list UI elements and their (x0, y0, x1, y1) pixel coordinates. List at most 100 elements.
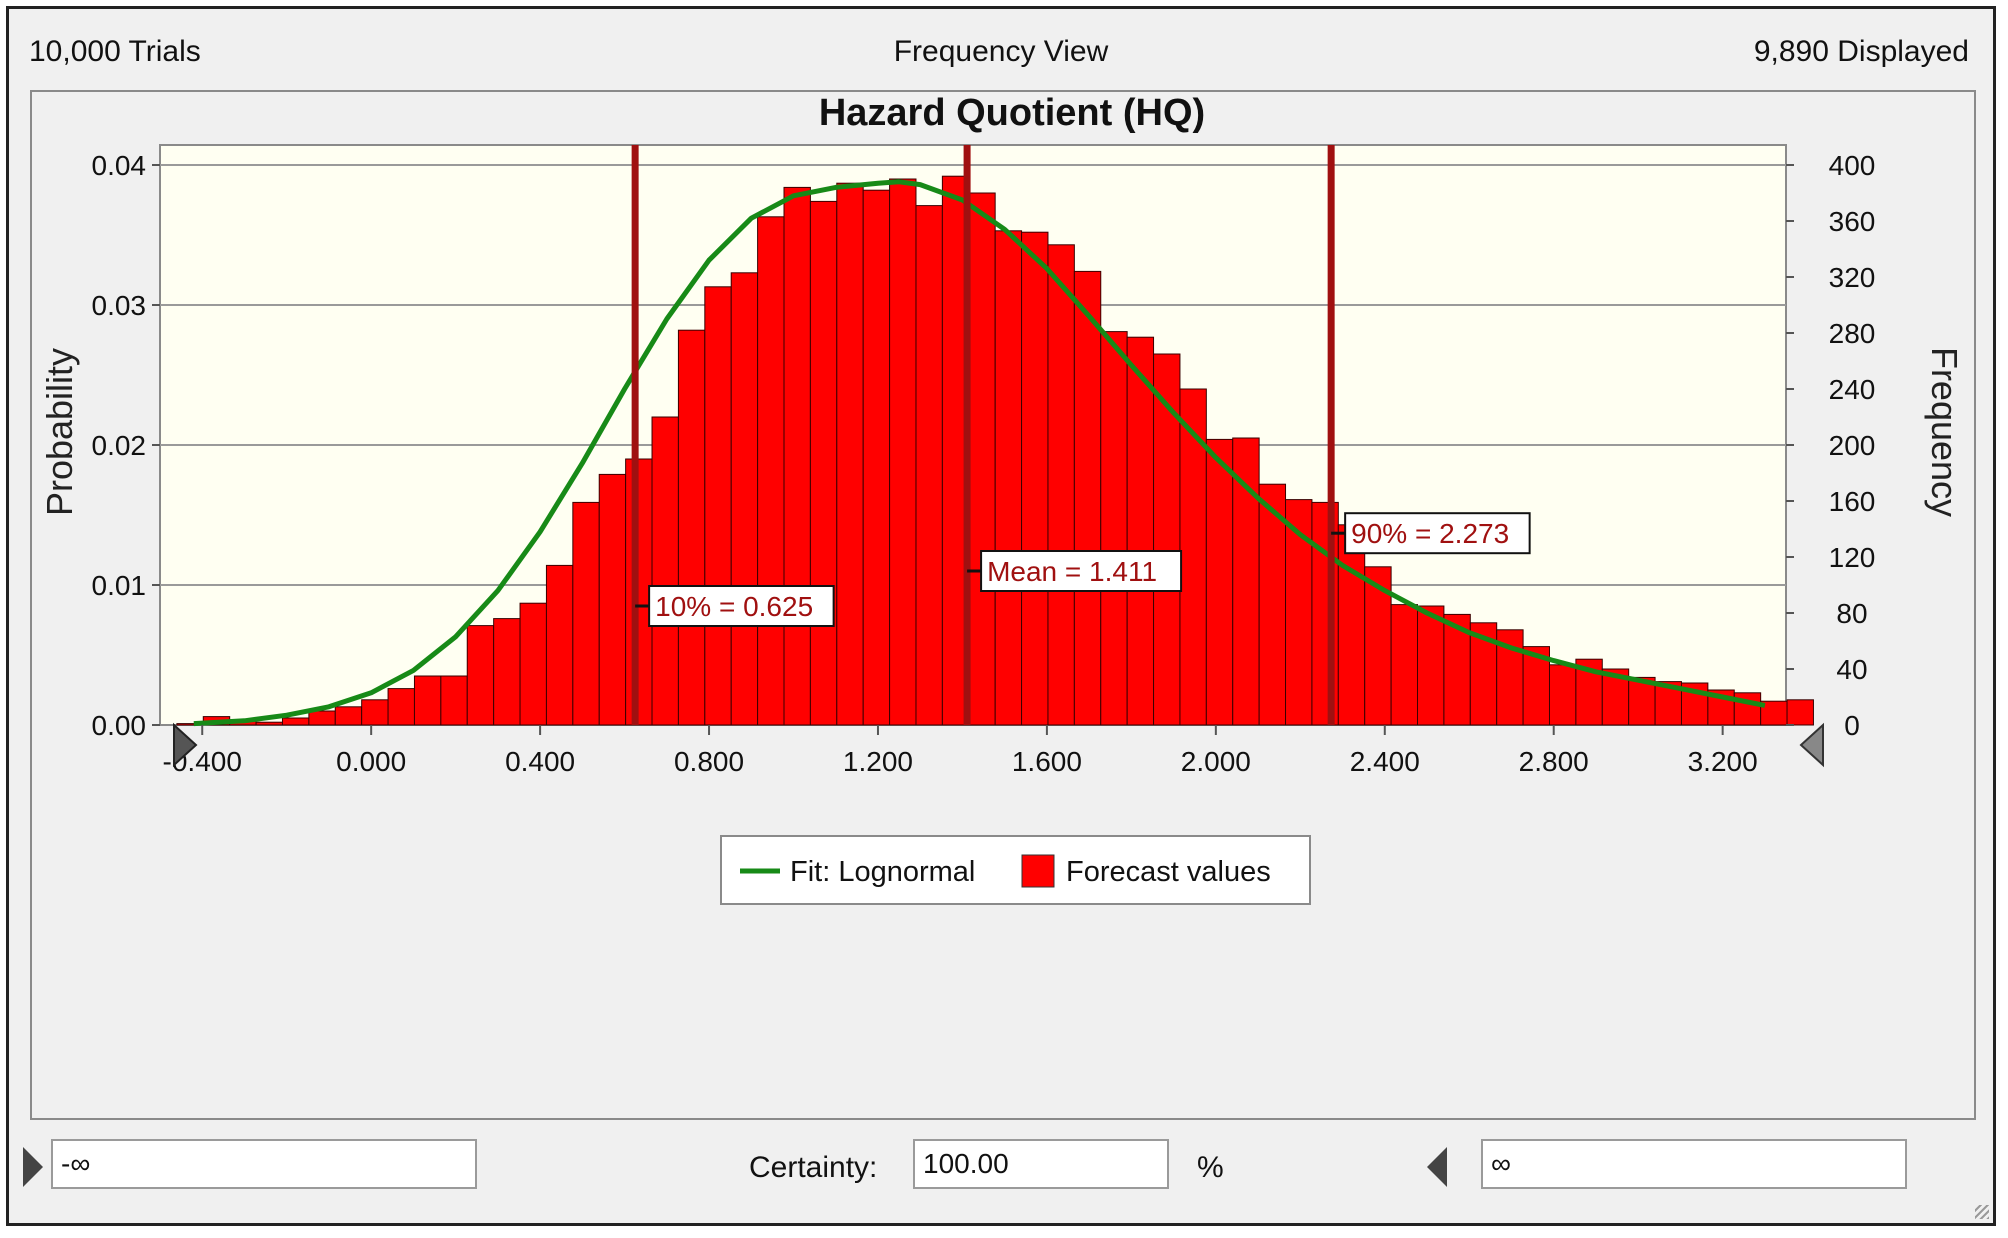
histogram-bar (1786, 699, 1814, 726)
histogram-bar (413, 675, 442, 726)
x-tick-label: 2.000 (1181, 746, 1251, 777)
histogram-bar (809, 200, 838, 726)
histogram-bar (677, 329, 706, 726)
y2-tick-label: 400 (1829, 150, 1876, 181)
x-tick-label: 1.600 (1012, 746, 1082, 777)
histogram-bar (572, 501, 600, 726)
axes: 0.00 0.01 0.02 0.03 0.04 0 40 80 120 160 200 240 280… (92, 150, 1876, 777)
histogram-bar (255, 721, 283, 726)
histogram-bar (493, 618, 521, 726)
view-title: Frequency View (893, 35, 1109, 68)
chart-title: Hazard Quotient (HQ) (819, 92, 1205, 134)
histogram-bar (1179, 388, 1207, 726)
marker-label-box (648, 585, 835, 627)
frequency-view-window: 10,000 Trials Frequency View 9,890 Displ… (6, 6, 1996, 1226)
histogram-bar (915, 205, 943, 726)
y2-tick-label: 360 (1829, 206, 1876, 237)
y2-tick-label: 240 (1829, 374, 1876, 405)
marker-label: 90% = 2.273 (1351, 518, 1509, 549)
histogram-bar (334, 706, 363, 726)
y2-tick-label: 200 (1829, 430, 1876, 461)
histogram-bar (625, 458, 653, 726)
displayed-count: 9,890 Displayed (1753, 35, 1969, 68)
upper-bound-input[interactable] (1481, 1139, 1907, 1189)
histogram-bar (1417, 605, 1445, 726)
marker-label-box (1344, 512, 1531, 555)
y-tick-label: 0.04 (92, 150, 147, 181)
x-tick-label: 3.200 (1688, 746, 1758, 777)
histogram-bar (704, 286, 732, 726)
histogram-bar (757, 216, 785, 726)
histogram-bar (1047, 244, 1075, 726)
histogram-bar (968, 192, 996, 726)
y2-tick-label: 40 (1836, 654, 1867, 685)
lower-grabber-arrow[interactable] (173, 722, 198, 768)
y2-tick-label: 120 (1829, 542, 1876, 573)
marker-label-box (980, 550, 1183, 592)
marker-label: Mean = 1.411 (987, 556, 1157, 587)
histogram-bar (1021, 231, 1049, 726)
histogram-bar (1337, 524, 1366, 726)
legend-fit-label: Fit: Lognormal (790, 856, 975, 888)
y2-axis-label: Frequency (1924, 347, 1965, 517)
y-tick-label: 0.03 (92, 290, 147, 321)
certainty-input[interactable] (913, 1139, 1169, 1189)
legend: Fit: Lognormal Forecast values (720, 835, 1311, 905)
y-tick-label: 0.02 (92, 430, 147, 461)
legend-forecast-label: Forecast values (1066, 856, 1271, 888)
x-tick-label: 2.800 (1519, 746, 1589, 777)
y2-tick-label: 160 (1829, 486, 1876, 517)
right-grabber-icon[interactable] (1427, 1147, 1447, 1187)
histogram-bar (1205, 438, 1234, 726)
x-tick-label: 0.000 (336, 746, 406, 777)
histogram-bar (730, 272, 759, 726)
certainty-bar: Certainty: % (9, 1139, 1993, 1209)
histogram-bar (1100, 331, 1128, 726)
histogram-bar (1073, 270, 1102, 726)
histogram-bar (281, 717, 310, 726)
histogram-bar (889, 178, 917, 726)
histogram-bar (466, 625, 495, 726)
resize-grip-icon[interactable] (1975, 1205, 1989, 1219)
x-tick-label: 1.200 (843, 746, 913, 777)
histogram-bar (836, 182, 864, 726)
trials-count: 10,000 Trials (29, 35, 201, 68)
histogram-bar (308, 710, 336, 726)
lower-bound-input[interactable] (51, 1139, 477, 1189)
y2-tick-label: 320 (1829, 262, 1876, 293)
upper-grabber-arrow[interactable] (1799, 722, 1824, 768)
histogram-bar (387, 688, 415, 726)
y-axis-label: Probability (39, 348, 80, 516)
histogram-bar (651, 416, 679, 726)
marker-label: 10% = 0.625 (655, 591, 813, 622)
histogram-bar (545, 564, 574, 726)
histogram-bar (1153, 353, 1181, 726)
chart-header: 10,000 Trials Frequency View 9,890 Displ… (9, 23, 1993, 68)
histogram-bar (994, 230, 1023, 726)
histogram-bar (1390, 604, 1419, 726)
x-tick-label: 0.800 (674, 746, 744, 777)
lognormal-fit-line (193, 179, 1766, 727)
left-grabber-icon[interactable] (23, 1147, 43, 1187)
histogram-bar (598, 473, 627, 726)
x-tick-label: 2.400 (1350, 746, 1420, 777)
histogram-bar (519, 602, 547, 726)
percent-unit: % (1197, 1151, 1224, 1184)
x-tick-label: 0.400 (505, 746, 575, 777)
histogram-bar (862, 189, 891, 726)
percentile-markers: 10% = 0.625 Mean = 1.411 90% = 2.273 (631, 145, 1531, 725)
histogram-bar (1126, 336, 1155, 726)
histogram-bar (783, 186, 811, 726)
histogram-bar (1628, 676, 1656, 726)
y2-tick-label: 80 (1836, 598, 1867, 629)
histogram-bar (361, 699, 389, 726)
y-tick-label: 0.00 (92, 710, 147, 741)
histogram-bar (440, 675, 468, 726)
y2-tick-label: 0 (1844, 710, 1860, 741)
fit-curve (193, 179, 1766, 727)
y-tick-label: 0.01 (92, 570, 147, 601)
certainty-label: Certainty: (749, 1151, 878, 1184)
y2-tick-label: 280 (1829, 318, 1876, 349)
chart-panel: 10% = 0.625 Mean = 1.411 90% = 2.273 0.00 0… (30, 90, 1976, 1120)
